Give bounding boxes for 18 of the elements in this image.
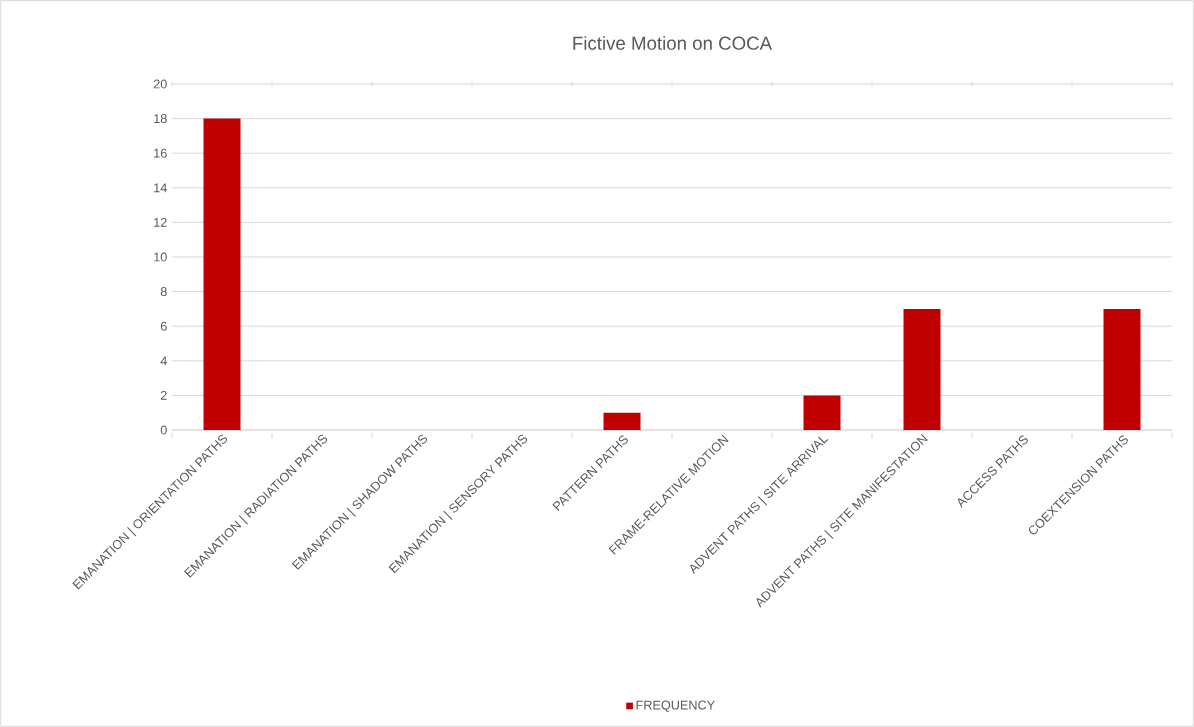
bar <box>803 395 841 430</box>
y-tick-label: 10 <box>154 252 167 262</box>
y-tick-label: 16 <box>154 148 167 158</box>
bar <box>203 118 241 430</box>
y-tick-label: 2 <box>160 390 167 400</box>
y-tick-label: 18 <box>154 114 167 124</box>
y-tick-label: 8 <box>160 287 167 297</box>
bar <box>903 308 941 430</box>
y-tick-label: 14 <box>154 183 167 193</box>
y-tick-label: 6 <box>160 321 167 331</box>
chart-title: Fictive Motion on COCA <box>573 36 773 50</box>
legend-label: FREQUENCY <box>636 700 715 712</box>
bar <box>603 412 641 430</box>
y-tick-label: 4 <box>160 356 167 366</box>
bar <box>1103 308 1141 430</box>
y-tick-label: 0 <box>160 425 167 435</box>
y-tick-label: 20 <box>153 79 167 89</box>
y-tick-label: 12 <box>154 217 167 227</box>
